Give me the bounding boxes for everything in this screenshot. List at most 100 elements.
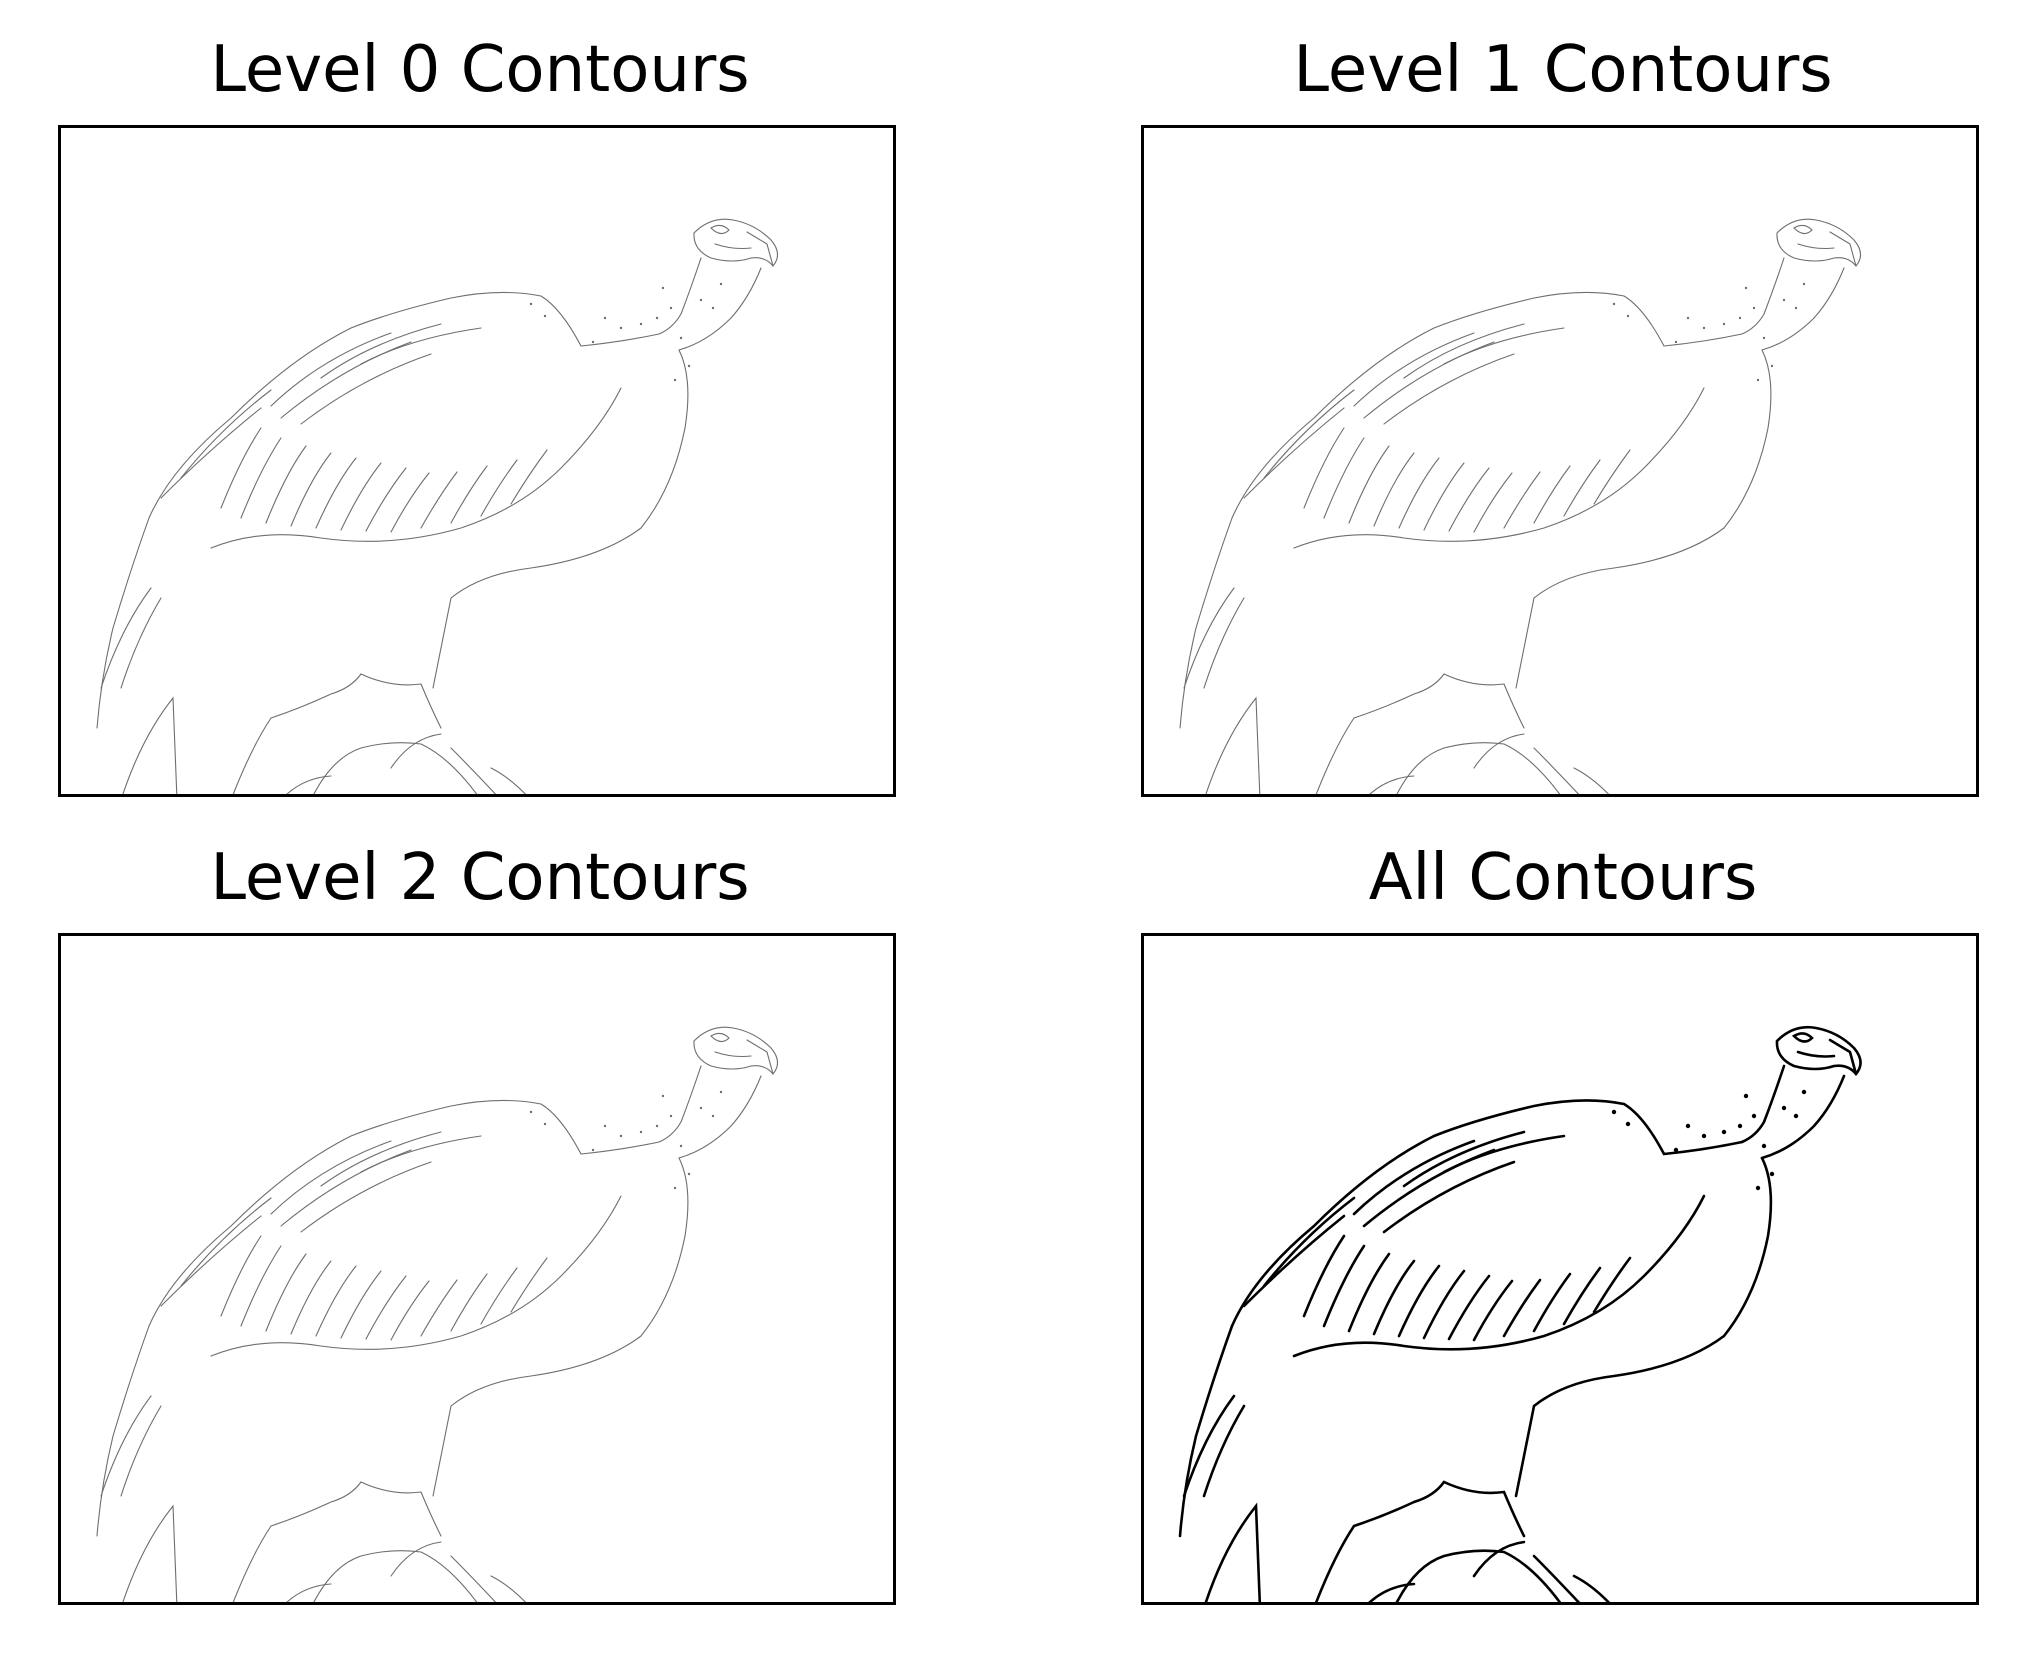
contour-line [360,327,482,365]
contour-line [290,452,332,527]
contour-speck [1738,316,1742,320]
panel-level-2 [58,933,896,1605]
contour-line [746,1039,774,1075]
contour-line [1563,459,1601,517]
contour-line [390,1280,430,1341]
contour-speck [711,1114,715,1118]
contour-speck [529,302,533,306]
contour-line [340,1270,382,1339]
contour-speck [1701,1133,1707,1139]
panel-all-contours [1141,933,1979,1605]
contour-line [286,775,332,794]
contour-line [1533,747,1580,794]
contour-line [320,323,442,379]
contour-speck [1761,1143,1767,1149]
contour-line [286,1583,332,1602]
contour-line [270,332,392,407]
contour-line [1178,1324,1234,1538]
contour-line [1397,1264,1441,1338]
contour-line [232,673,362,794]
contour-line [678,267,762,351]
contour-line [1369,775,1415,794]
contour-line [240,437,282,519]
contour-line [1322,1244,1366,1328]
contour-speck [619,326,623,330]
contour-line [1372,1259,1416,1336]
contour-line [678,1075,762,1159]
contour-line [450,1555,497,1602]
contour-line [390,1541,442,1577]
contour-line [300,1161,432,1233]
contour-line [180,389,272,479]
contour-line [1572,1574,1611,1602]
contour-speck [699,298,703,302]
contour-line [360,1135,482,1173]
contour-line [265,445,307,524]
contour-line [1203,597,1245,689]
panel-title-level-1: Level 1 Contours [1293,33,1833,107]
contour-line [490,767,527,794]
contour-line [365,467,407,532]
contour-line [313,1550,478,1602]
contour-line [420,1279,458,1337]
contour-line [120,597,162,689]
contour-speck [699,1106,703,1110]
contour-speck [529,1110,533,1114]
contour-speck [603,1124,607,1128]
contour-line [1314,1480,1446,1602]
contour-line [1373,452,1415,527]
contour-line [432,349,689,689]
contour-speck [1769,1171,1775,1177]
contour-line [1791,1032,1814,1043]
contour-speck [543,1122,547,1126]
contour-line [290,1260,332,1335]
contour-speck [655,316,659,320]
contour-line [1593,449,1631,505]
contour-line [265,1253,307,1332]
contour-speck [543,314,547,318]
contour-speck [1722,322,1726,326]
contour-line [340,462,382,531]
contour-line [420,471,458,529]
contour-line [1242,1214,1346,1308]
contour-line [1797,243,1835,250]
contour-speck [1702,326,1706,330]
contour-line [1432,1099,1744,1156]
contour-line [1562,1266,1602,1326]
contour-line [148,327,352,519]
contour-line [450,747,497,794]
contour-speck [687,1172,691,1176]
contour-speck [1782,298,1786,302]
contour-speck [1770,364,1774,368]
contour-speck [603,316,607,320]
contour-line [96,517,150,729]
contour-speck [661,1094,665,1098]
contour-line [1230,1134,1436,1328]
contour-line [1353,332,1475,407]
contour-line [1502,1278,1542,1338]
contour-line [390,733,442,769]
contour-line [1402,1130,1526,1188]
contour-line [710,1032,730,1043]
contour-line [1761,267,1845,351]
contour-line [160,407,262,499]
contour-line [1315,673,1445,794]
contour-line [350,291,660,347]
contour-line [658,1065,702,1143]
contour-speck [1673,1147,1679,1153]
contour-line [100,587,152,689]
contour-speck [679,336,683,340]
contour-line [1448,467,1490,532]
contour-line [360,673,442,729]
contour-speck [1801,1089,1807,1095]
contour-line [1443,673,1525,729]
contour-line [1202,1404,1246,1498]
contour-speck [1674,340,1678,344]
contour-speck [669,306,673,310]
contour-speck [679,1144,683,1148]
contour-line [1503,471,1541,529]
contour-line [510,1257,548,1313]
contour-line [300,353,432,425]
contour-speck [673,1186,677,1190]
contour-line [1442,1134,1566,1174]
